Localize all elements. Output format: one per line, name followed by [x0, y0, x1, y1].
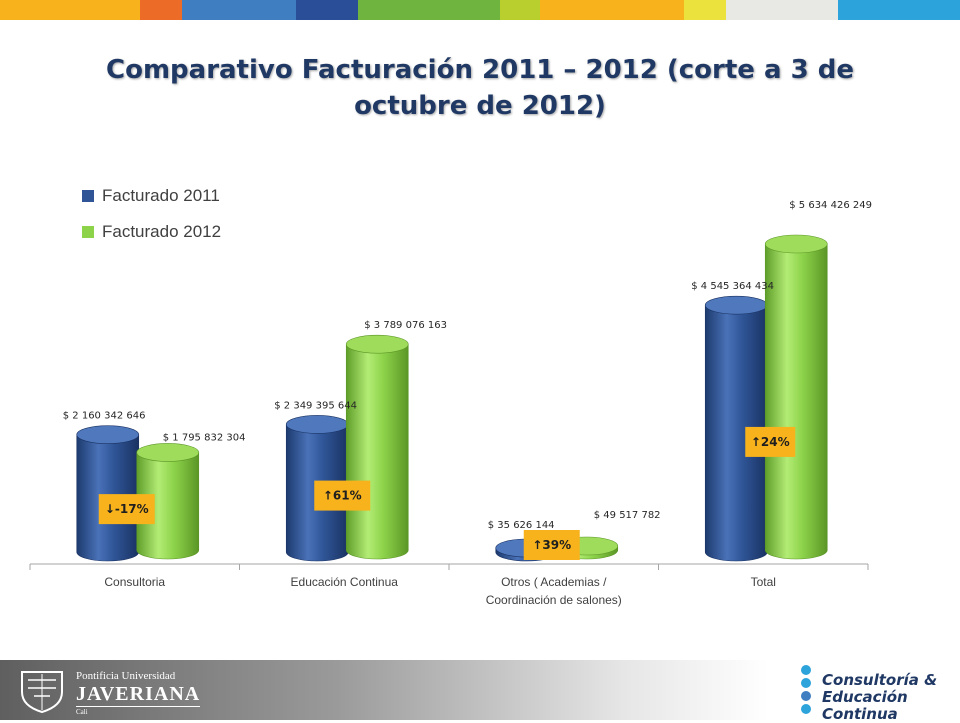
university-name: JAVERIANA [76, 683, 201, 705]
change-badge-label: ↑61% [323, 489, 362, 503]
university-city: Cali [76, 706, 201, 717]
consultoria-line2: Educación Continua [822, 688, 908, 723]
data-label-2011: $ 2 160 342 646 [63, 411, 146, 422]
consultoria-dots-icon [801, 665, 811, 714]
change-badge [523, 530, 580, 560]
x-tick-label: Educación Continua [291, 575, 399, 589]
top-bar-segment [182, 0, 296, 20]
data-label-2011: $ 2 349 395 644 [274, 400, 357, 411]
change-badge-label: ↑39% [532, 538, 571, 552]
change-badge [98, 494, 155, 525]
university-crest-icon [21, 671, 63, 714]
chart-title: Comparativo Facturación 2011 – 2012 (cor… [106, 55, 854, 121]
legend-swatch-2012 [82, 226, 94, 238]
top-color-bar [0, 0, 960, 20]
change-badge-label: ↑24% [751, 435, 790, 449]
data-label-2011: $ 35 626 144 [488, 520, 555, 531]
bar-top-2011 [704, 295, 768, 315]
data-label-2012: $ 49 517 782 [594, 510, 661, 521]
change-badge-label: ↓-17% [105, 502, 149, 516]
legend-item-2012: Facturado 2012 [82, 214, 221, 250]
top-bar-segment [500, 0, 540, 20]
top-bar-segment [296, 0, 358, 20]
legend-label-2011: Facturado 2011 [102, 186, 220, 205]
top-bar-segment [358, 0, 500, 20]
data-label-2012: $ 5 634 426 249 [789, 200, 872, 211]
bar-top-2011 [76, 425, 140, 444]
top-bar-segment [726, 0, 838, 20]
legend-item-2011: Facturado 2011 [82, 178, 221, 214]
x-tick-label: Otros ( Academias / [501, 575, 607, 589]
university-line1: Pontificia Universidad [76, 670, 176, 682]
x-tick-label: Total [751, 575, 776, 589]
x-tick-label: Consultoria [104, 575, 165, 589]
top-bar-segment [140, 0, 182, 20]
bar-2012 [764, 243, 828, 560]
top-bar-segment [0, 0, 140, 20]
chart-plot: Consultoria Educación Continua Otros ( Aca… [29, 200, 872, 607]
top-bar-segment [684, 0, 726, 20]
bar-top-2011 [285, 415, 349, 434]
legend-label-2012: Facturado 2012 [102, 222, 222, 241]
data-label-2011: $ 4 545 364 434 [691, 281, 774, 292]
data-label-2012: $ 3 789 076 163 [364, 320, 447, 331]
chart-legend: Facturado 2011 Facturado 2012 [82, 178, 221, 250]
bar-2012 [345, 343, 409, 560]
legend-swatch-2011 [82, 190, 94, 202]
top-bar-segment [540, 0, 684, 20]
bar-top-2012 [764, 234, 828, 254]
bar-2012 [136, 452, 200, 560]
bar-2011 [704, 304, 768, 562]
consultoria-line1: Consultoría & [822, 671, 938, 689]
bar-top-2012 [345, 334, 409, 354]
bar-top-2012 [136, 443, 200, 462]
university-logo-text: Pontificia Universidad JAVERIANA Cali [76, 670, 201, 717]
footer-band [0, 660, 960, 720]
data-label-2012: $ 1 795 832 304 [163, 432, 246, 443]
change-badge [745, 426, 796, 457]
change-badge [314, 480, 371, 511]
top-bar-segment [838, 0, 960, 20]
consultoria-logo-text: Consultoría & Educación Continua [822, 672, 960, 723]
x-tick-label: Coordinación de salones) [486, 593, 622, 607]
